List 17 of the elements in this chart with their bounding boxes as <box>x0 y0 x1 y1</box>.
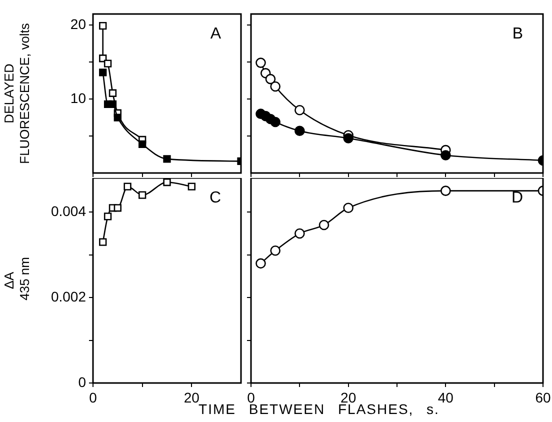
y-tick-label: 10 <box>70 90 86 106</box>
x-tick-label: 40 <box>438 389 454 406</box>
annotation: D <box>511 189 523 206</box>
y-tick-label: 0.004 <box>50 203 86 220</box>
annotation: B <box>512 25 523 42</box>
y-tick-label: 0 <box>78 374 86 390</box>
x-tick-label: 20 <box>184 389 200 406</box>
y-tick-label: 0.002 <box>50 288 86 304</box>
y-axis-title: ΔA 435 nm <box>1 257 32 304</box>
x-tick-label: 60 <box>535 389 551 406</box>
x-tick-label: 0 <box>247 389 256 406</box>
x-tick-label: 0 <box>89 389 98 406</box>
annotation: C <box>209 189 221 206</box>
annotation: A <box>210 25 222 42</box>
y-axis-title: DELAYED FLUORESCENCE, volts <box>1 22 32 164</box>
x-tick-label: 20 <box>340 389 356 406</box>
y-tick-label: 20 <box>70 16 86 32</box>
